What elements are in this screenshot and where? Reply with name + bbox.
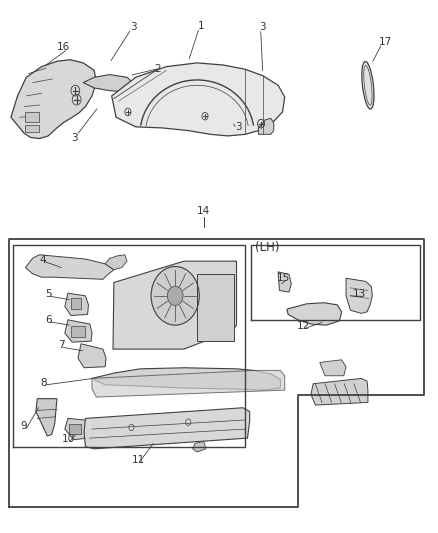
Circle shape xyxy=(151,266,199,325)
Polygon shape xyxy=(193,441,206,452)
Bar xyxy=(71,298,81,309)
Text: 9: 9 xyxy=(21,422,28,431)
Text: 5: 5 xyxy=(45,289,52,299)
Text: 16: 16 xyxy=(57,42,70,52)
Circle shape xyxy=(167,286,183,305)
Text: 14: 14 xyxy=(197,206,210,216)
Text: 17: 17 xyxy=(379,37,392,46)
Text: 13: 13 xyxy=(353,289,366,299)
Text: 3: 3 xyxy=(71,133,78,142)
Polygon shape xyxy=(320,360,346,376)
Polygon shape xyxy=(65,320,92,342)
Polygon shape xyxy=(92,370,285,397)
Text: 8: 8 xyxy=(40,378,47,387)
Polygon shape xyxy=(78,344,106,368)
Polygon shape xyxy=(84,408,250,449)
Text: 3: 3 xyxy=(235,122,242,132)
Text: 4: 4 xyxy=(39,255,46,264)
Text: 7: 7 xyxy=(58,341,65,350)
Polygon shape xyxy=(346,278,372,313)
Text: 10: 10 xyxy=(61,434,74,444)
Polygon shape xyxy=(65,293,88,316)
Polygon shape xyxy=(112,63,285,136)
Polygon shape xyxy=(287,303,342,325)
Text: 3: 3 xyxy=(259,22,266,31)
Ellipse shape xyxy=(362,61,374,109)
Polygon shape xyxy=(36,399,57,436)
Text: 2: 2 xyxy=(154,64,161,74)
Polygon shape xyxy=(65,418,88,440)
Polygon shape xyxy=(83,75,136,92)
Bar xyxy=(69,424,81,434)
Text: 6: 6 xyxy=(45,315,52,325)
Polygon shape xyxy=(278,272,291,292)
Polygon shape xyxy=(11,60,96,139)
Text: 12: 12 xyxy=(297,321,310,331)
Text: 1: 1 xyxy=(198,21,205,30)
Polygon shape xyxy=(105,255,127,270)
Text: (LH): (LH) xyxy=(255,241,279,254)
Bar xyxy=(197,274,234,341)
Text: 11: 11 xyxy=(131,455,145,465)
Text: 15: 15 xyxy=(277,273,290,283)
Bar xyxy=(71,326,85,337)
Text: 3: 3 xyxy=(130,22,137,31)
Polygon shape xyxy=(92,368,280,390)
Polygon shape xyxy=(113,261,237,349)
Bar xyxy=(25,125,39,132)
Bar xyxy=(25,112,39,122)
Polygon shape xyxy=(311,378,368,405)
Polygon shape xyxy=(258,118,274,134)
Polygon shape xyxy=(25,255,114,279)
